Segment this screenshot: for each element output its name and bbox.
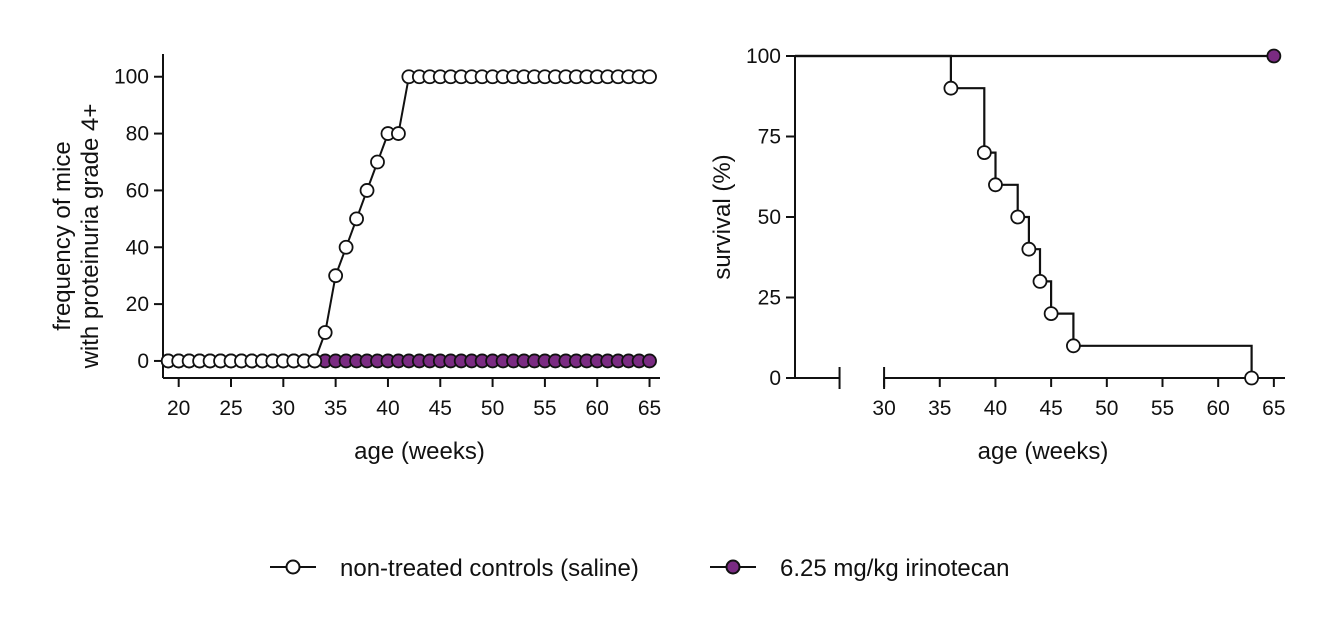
x-tick-label: 65 — [1262, 397, 1285, 420]
data-point-controls — [338, 239, 354, 255]
data-point-controls — [1021, 241, 1037, 257]
x-tick-label: 45 — [429, 397, 452, 420]
data-point-irinotecan — [1266, 48, 1282, 64]
data-point-controls — [359, 183, 375, 198]
y-axis-title: with proteinuria grade 4+ — [77, 104, 104, 370]
x-tick-label: 30 — [272, 397, 295, 420]
x-tick-label: 45 — [1039, 397, 1062, 420]
y-tick-label: 75 — [758, 126, 781, 149]
x-tick-label: 60 — [1207, 397, 1230, 420]
y-tick-label: 50 — [758, 206, 781, 229]
data-point-controls — [391, 126, 406, 141]
data-point-controls — [370, 154, 385, 170]
x-tick-label: 20 — [167, 397, 190, 420]
y-axis-title: frequency of mice — [49, 141, 76, 330]
y-tick-label: 0 — [769, 367, 781, 390]
data-point-controls — [307, 353, 323, 369]
x-axis-title: age (weeks) — [354, 438, 485, 465]
y-tick-label: 0 — [137, 350, 149, 373]
data-point-controls — [943, 80, 959, 96]
x-tick-label: 65 — [638, 397, 661, 420]
data-point-controls — [1010, 209, 1026, 225]
x-axis-title: age (weeks) — [978, 438, 1109, 465]
y-tick-label: 60 — [126, 179, 149, 202]
data-point-controls — [317, 325, 333, 340]
legend-controls-label: non-treated controls (saline) — [340, 555, 639, 582]
data-point-controls — [1032, 273, 1048, 289]
legend: non-treated controls (saline) 6.25 mg/kg… — [270, 555, 1009, 582]
data-point-controls — [1043, 306, 1059, 322]
x-tick-label: 35 — [928, 397, 951, 420]
x-tick-label: 55 — [533, 397, 556, 420]
legend-irinotecan-label: 6.25 mg/kg irinotecan — [780, 555, 1009, 582]
data-point-controls — [642, 69, 657, 85]
data-point-controls — [1066, 338, 1081, 354]
survival-step-controls — [795, 54, 1253, 378]
data-point-controls — [328, 268, 344, 284]
data-point-irinotecan — [642, 353, 657, 369]
y-tick-label: 25 — [758, 287, 781, 310]
series-line-controls — [168, 75, 650, 362]
x-tick-label: 25 — [219, 397, 242, 420]
x-tick-label: 40 — [984, 397, 1007, 420]
y-tick-label: 20 — [126, 293, 149, 316]
data-point-controls — [976, 145, 992, 161]
y-tick-label: 80 — [126, 123, 149, 146]
x-tick-label: 40 — [376, 397, 399, 420]
data-point-controls — [349, 211, 364, 227]
legend-irinotecan-marker — [725, 559, 741, 575]
x-tick-label: 50 — [1095, 397, 1118, 420]
legend-controls-marker — [285, 559, 301, 575]
y-tick-label: 100 — [746, 45, 781, 68]
y-axis-title: survival (%) — [709, 154, 736, 279]
x-tick-label: 60 — [586, 397, 609, 420]
x-tick-label: 30 — [872, 397, 895, 420]
x-tick-label: 55 — [1151, 397, 1174, 420]
data-point-controls — [1244, 370, 1259, 386]
y-tick-label: 40 — [126, 236, 149, 259]
proteinuria-chart: 0 20 40 60 80 100 20 25 30 35 40 45 50 55 60 65 age (wee… — [49, 54, 661, 465]
data-point-controls — [988, 177, 1003, 193]
x-tick-label: 35 — [324, 397, 347, 420]
y-tick-label: 100 — [114, 66, 149, 89]
x-tick-label: 50 — [481, 397, 504, 420]
survival-chart: 0 25 50 75 100 30 35 40 45 50 55 60 65 age (weeks) sur… — [709, 45, 1286, 465]
